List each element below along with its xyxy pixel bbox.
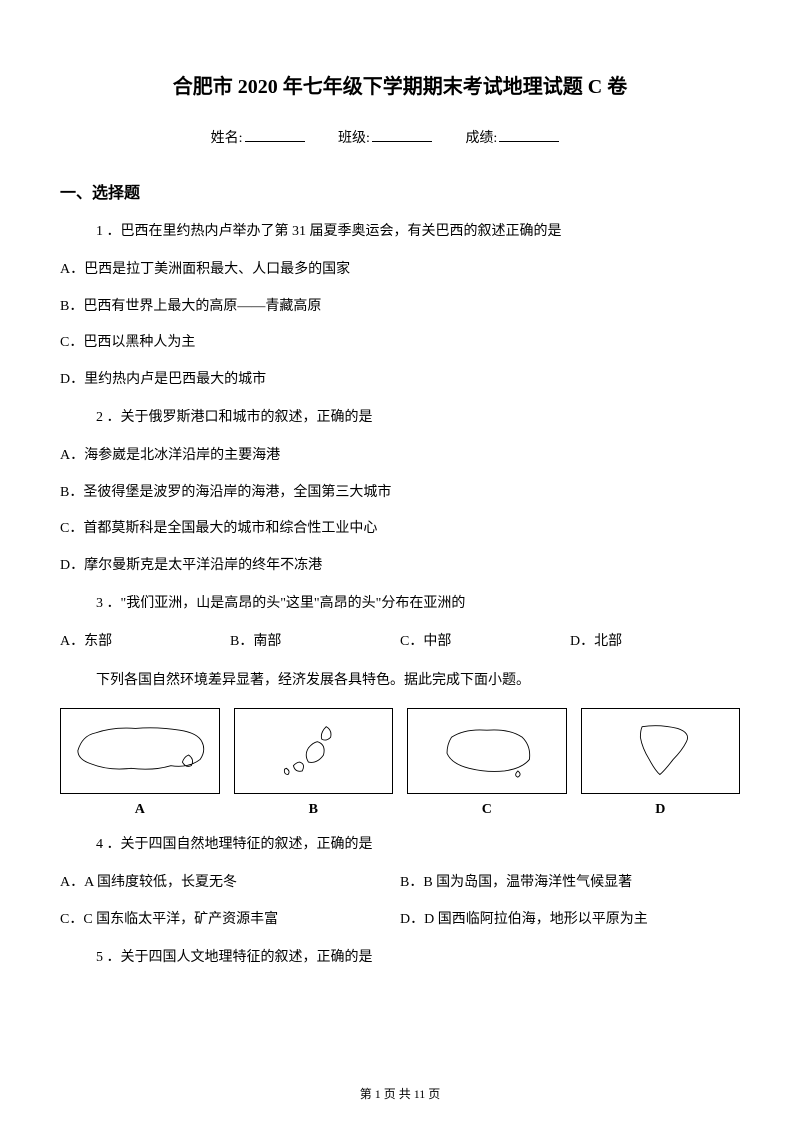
q3-stem: 3 ．"我们亚洲，山是高昂的头"这里"高昂的头"分布在亚洲的 [96,593,740,615]
q4-stem: 4 ．关于四国自然地理特征的叙述，正确的是 [96,834,740,856]
map-b-japan [234,708,394,794]
map-label-a: A [60,802,220,818]
q1-option-b: B．巴西有世界上最大的高原——青藏高原 [60,296,740,318]
map-d-india [581,708,741,794]
q4-option-c: C．C 国东临太平洋，矿产资源丰富 [60,909,400,931]
australia-outline-icon [416,717,558,784]
q4-option-d: D．D 国西临阿拉伯海，地形以平原为主 [400,909,740,931]
name-blank [245,141,305,142]
q2-option-d: D．摩尔曼斯克是太平洋沿岸的终年不冻港 [60,555,740,577]
map-label-c: C [407,802,567,818]
q1-stem: 1 ．巴西在里约热内卢举办了第 31 届夏季奥运会，有关巴西的叙述正确的是 [96,221,740,243]
q5-stem: 5 ．关于四国人文地理特征的叙述，正确的是 [96,947,740,969]
section-title: 一、选择题 [60,179,740,203]
context-text: 下列各国自然环境差异显著，经济发展各具特色。据此完成下面小题。 [96,670,740,692]
q4-option-a: A．A 国纬度较低，长夏无冬 [60,872,400,894]
q4-options-row2: C．C 国东临太平洋，矿产资源丰富 D．D 国西临阿拉伯海，地形以平原为主 [60,909,740,931]
q1-option-a: A．巴西是拉丁美洲面积最大、人口最多的国家 [60,259,740,281]
q3-option-c: C．中部 [400,631,570,653]
japan-outline-icon [242,717,384,784]
q3-option-d: D．北部 [570,631,740,653]
q3-options: A．东部 B．南部 C．中部 D．北部 [60,631,740,653]
india-outline-icon [589,717,731,784]
score-label: 成绩: [465,131,497,146]
russia-outline-icon [69,717,211,784]
name-label: 姓名: [211,131,243,146]
map-labels-row: A B C D [60,802,740,818]
class-blank [372,141,432,142]
q4-option-b: B．B 国为岛国，温带海洋性气候显著 [400,872,740,894]
q2-stem: 2 ．关于俄罗斯港口和城市的叙述，正确的是 [96,407,740,429]
student-info-row: 姓名: 班级: 成绩: [60,127,740,147]
q1-option-c: C．巴西以黑种人为主 [60,332,740,354]
score-blank [499,141,559,142]
map-c-australia [407,708,567,794]
maps-row [60,708,740,794]
q4-options-row1: A．A 国纬度较低，长夏无冬 B．B 国为岛国，温带海洋性气候显著 [60,872,740,894]
q2-option-a: A．海参崴是北冰洋沿岸的主要海港 [60,445,740,467]
map-a-russia [60,708,220,794]
q3-option-a: A．东部 [60,631,230,653]
q1-option-d: D．里约热内卢是巴西最大的城市 [60,369,740,391]
class-label: 班级: [338,131,370,146]
page-footer: 第 1 页 共 11 页 [0,1085,800,1102]
q2-option-b: B．圣彼得堡是波罗的海沿岸的海港，全国第三大城市 [60,482,740,504]
map-label-d: D [581,802,741,818]
exam-title: 合肥市 2020 年七年级下学期期末考试地理试题 C 卷 [60,70,740,99]
map-label-b: B [234,802,394,818]
q2-option-c: C．首都莫斯科是全国最大的城市和综合性工业中心 [60,518,740,540]
q3-option-b: B．南部 [230,631,400,653]
